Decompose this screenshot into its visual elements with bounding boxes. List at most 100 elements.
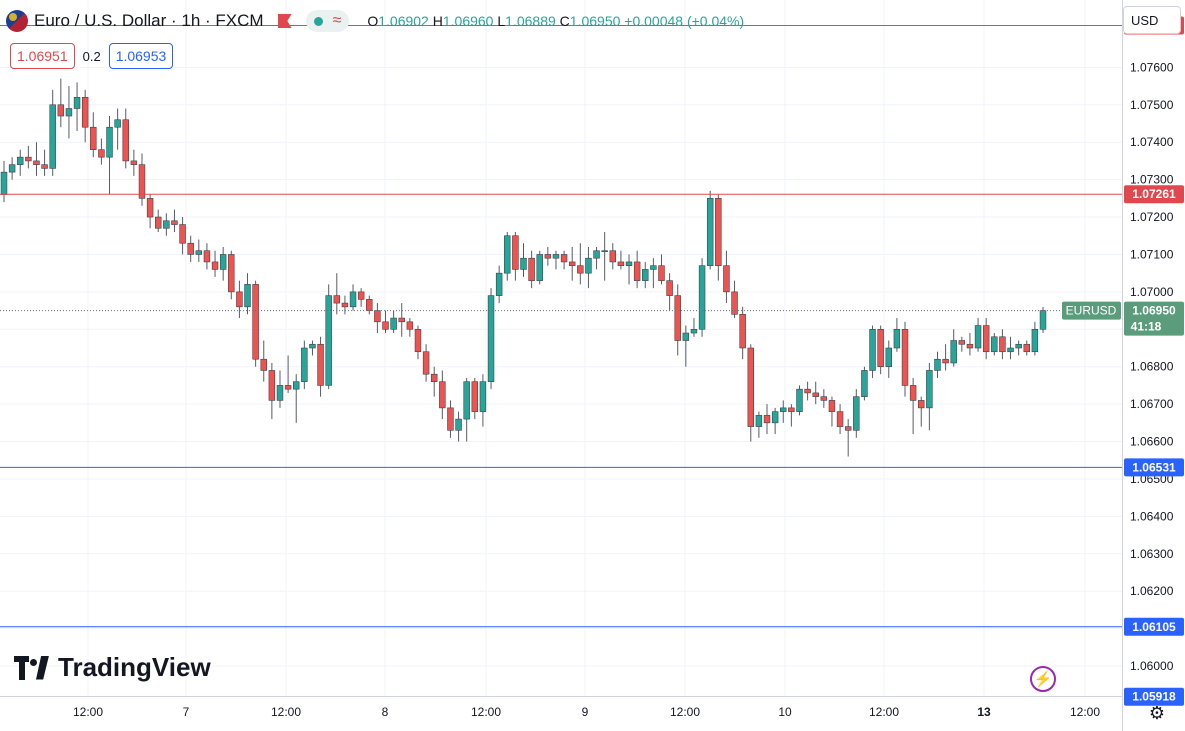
candle-body: [382, 321, 389, 330]
candle-body: [747, 347, 755, 427]
candle-body: [292, 381, 300, 390]
candle-body: [114, 119, 121, 128]
candle-body: [836, 411, 844, 427]
candle-body: [780, 407, 787, 412]
sell-button[interactable]: 1.06951: [10, 43, 75, 69]
candle-body: [585, 257, 592, 274]
y-tick-label: 1.07100: [1130, 247, 1174, 261]
buy-button[interactable]: 1.06953: [108, 43, 174, 69]
level-tag: [1124, 617, 1184, 636]
y-tick-label: 1.06200: [1130, 584, 1174, 598]
candle-body: [447, 407, 454, 431]
currency-label: USD: [1131, 12, 1159, 28]
current-price-label: 1.06950: [1132, 304, 1176, 318]
candle-body: [950, 340, 957, 364]
candle-body: [349, 291, 357, 308]
symbol-tag-label: EURUSD: [1066, 304, 1117, 318]
y-tick-label: 1.06600: [1130, 435, 1174, 449]
candle-body: [609, 250, 617, 263]
candle-body: [877, 328, 884, 368]
candle-body: [706, 198, 714, 266]
indicator-pill[interactable]: ≈: [305, 10, 350, 32]
candle-body: [317, 343, 324, 386]
candle-body: [430, 373, 438, 382]
level-tag-label: 1.06531: [1132, 460, 1176, 474]
candle-body: [17, 156, 24, 165]
candle-body: [999, 336, 1006, 353]
candle-body: [788, 407, 795, 412]
x-tick-label: 12:00: [1070, 705, 1100, 719]
candle-body: [439, 381, 446, 409]
price-axis-bg: [1122, 0, 1185, 731]
candle-body: [179, 224, 186, 244]
high-value: 1.06960: [442, 13, 494, 29]
candle-body: [690, 328, 698, 334]
spread-value: 0.2: [82, 48, 101, 64]
candle-body: [520, 257, 527, 270]
x-tick-label: 9: [582, 705, 589, 719]
candle-body: [934, 358, 941, 371]
symbol-title[interactable]: Euro / U.S. Dollar · 1h · FXCM: [34, 11, 264, 30]
candle-body: [674, 295, 681, 341]
candle-body: [106, 126, 113, 158]
candle-body: [942, 358, 949, 364]
candle-body: [528, 257, 535, 281]
candle-body: [650, 265, 657, 270]
candle-body: [698, 265, 706, 330]
change-value: +0.00048 (+0.04%): [624, 13, 745, 29]
candle-body: [723, 265, 730, 293]
candle-body: [1007, 347, 1014, 353]
candle-body: [487, 295, 495, 382]
y-tick-label: 1.06000: [1130, 659, 1174, 673]
market-status-dot-icon: [313, 16, 323, 26]
candle-body: [90, 126, 97, 150]
y-tick-label: 1.06300: [1130, 547, 1174, 561]
candle-body: [1031, 328, 1039, 353]
candle-body: [0, 171, 8, 195]
close-label: C: [559, 13, 570, 29]
level-tag-label: 1.05918: [1132, 690, 1176, 704]
x-tick-label: 13: [977, 705, 991, 719]
x-tick-label: 12:00: [471, 705, 501, 719]
y-tick-label: 1.07200: [1130, 210, 1174, 224]
candle-body: [325, 295, 332, 386]
candle-body: [828, 400, 836, 412]
candle-body: [861, 370, 868, 397]
candle-body: [552, 254, 560, 259]
candle-body: [918, 400, 925, 409]
candle-body: [146, 198, 154, 218]
candle-body: [1039, 310, 1047, 330]
candle-body: [982, 325, 990, 353]
candle-body: [568, 261, 576, 266]
open-value: 1.06902: [378, 13, 429, 29]
candle-body: [495, 272, 503, 296]
candle-body: [471, 381, 479, 412]
candle-body: [869, 328, 876, 371]
flag-marker-icon[interactable]: [277, 14, 292, 28]
candle-body: [1023, 343, 1030, 353]
candle-body: [276, 385, 284, 401]
candle-body: [682, 332, 690, 341]
y-tick-label: 1.07400: [1130, 135, 1174, 149]
candle-body: [366, 299, 373, 311]
symbol-tag: [1062, 301, 1121, 320]
level-tag-label: 1.07261: [1132, 187, 1176, 201]
candle-body: [81, 96, 89, 128]
candle-body: [73, 96, 81, 109]
y-tick-label: 1.07600: [1130, 60, 1174, 74]
countdown-label: 41:18: [1131, 320, 1162, 334]
candle-body: [901, 328, 909, 386]
x-tick-label: 7: [183, 705, 190, 719]
currency-select[interactable]: USD: [1123, 6, 1181, 34]
gear-icon[interactable]: ⚙: [1148, 702, 1166, 723]
candle-body: [1015, 343, 1022, 349]
candle-body: [138, 164, 146, 199]
level-tag-label: 1.06105: [1132, 620, 1176, 634]
candle-body: [163, 220, 170, 229]
bid-ask-panel: 1.06951 0.2 1.06953: [10, 43, 174, 69]
candle-body: [715, 198, 722, 266]
x-tick-label: 12:00: [869, 705, 899, 719]
flash-icon[interactable]: ⚡: [1030, 666, 1056, 692]
candle-body: [333, 295, 341, 304]
